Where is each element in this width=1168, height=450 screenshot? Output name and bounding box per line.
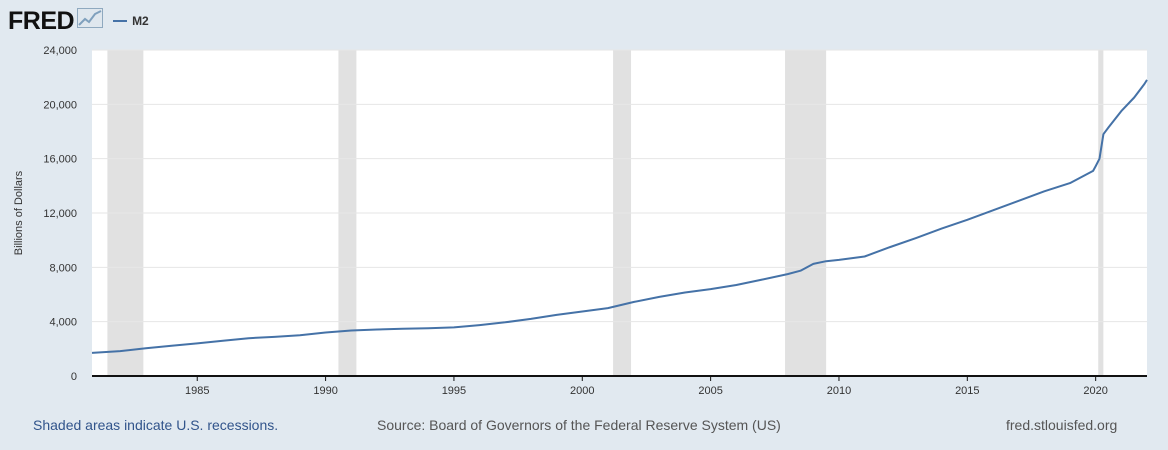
y-tick-label: 8,000 xyxy=(49,262,77,274)
x-tick-label: 2020 xyxy=(1083,385,1107,397)
y-tick-label: 12,000 xyxy=(43,208,77,220)
series-lines xyxy=(91,79,1148,354)
chart-header: FRED M2 xyxy=(8,4,149,38)
y-tick-label: 20,000 xyxy=(43,99,77,111)
y-tick-label: 16,000 xyxy=(43,154,77,166)
grid-lines xyxy=(92,49,1147,323)
y-axis-label: Billions of Dollars xyxy=(13,170,25,255)
source-text: Source: Board of Governors of the Federa… xyxy=(377,417,781,433)
x-tick-label: 2005 xyxy=(698,385,722,397)
site-link[interactable]: fred.stlouisfed.org xyxy=(1006,417,1118,433)
x-tick-label: 2010 xyxy=(827,385,851,397)
x-tick-label: 1990 xyxy=(313,385,337,397)
series-line-m2 xyxy=(91,79,1148,354)
fred-logo[interactable]: FRED xyxy=(8,6,75,35)
y-tick-labels: 0 4,000 8,000 12,000 16,000 20,000 24,000 xyxy=(43,45,77,383)
y-tick-label: 0 xyxy=(71,371,77,383)
line-chart-icon xyxy=(77,7,104,33)
recession-note[interactable]: Shaded areas indicate U.S. recessions. xyxy=(33,417,279,433)
x-tick-label: 2000 xyxy=(570,385,594,397)
chart-footer: Shaded areas indicate U.S. recessions. S… xyxy=(0,417,1168,437)
legend-swatch xyxy=(113,20,128,22)
x-tick-labels: 1985 1990 1995 2000 2005 2010 2015 2020 xyxy=(185,376,1108,397)
x-tick-label: 2015 xyxy=(955,385,979,397)
y-tick-label: 4,000 xyxy=(49,317,77,329)
y-tick-label: 24,000 xyxy=(43,45,77,57)
x-tick-label: 1995 xyxy=(442,385,466,397)
legend[interactable]: M2 xyxy=(113,14,149,28)
x-tick-label: 1985 xyxy=(185,385,209,397)
legend-label: M2 xyxy=(132,14,149,28)
